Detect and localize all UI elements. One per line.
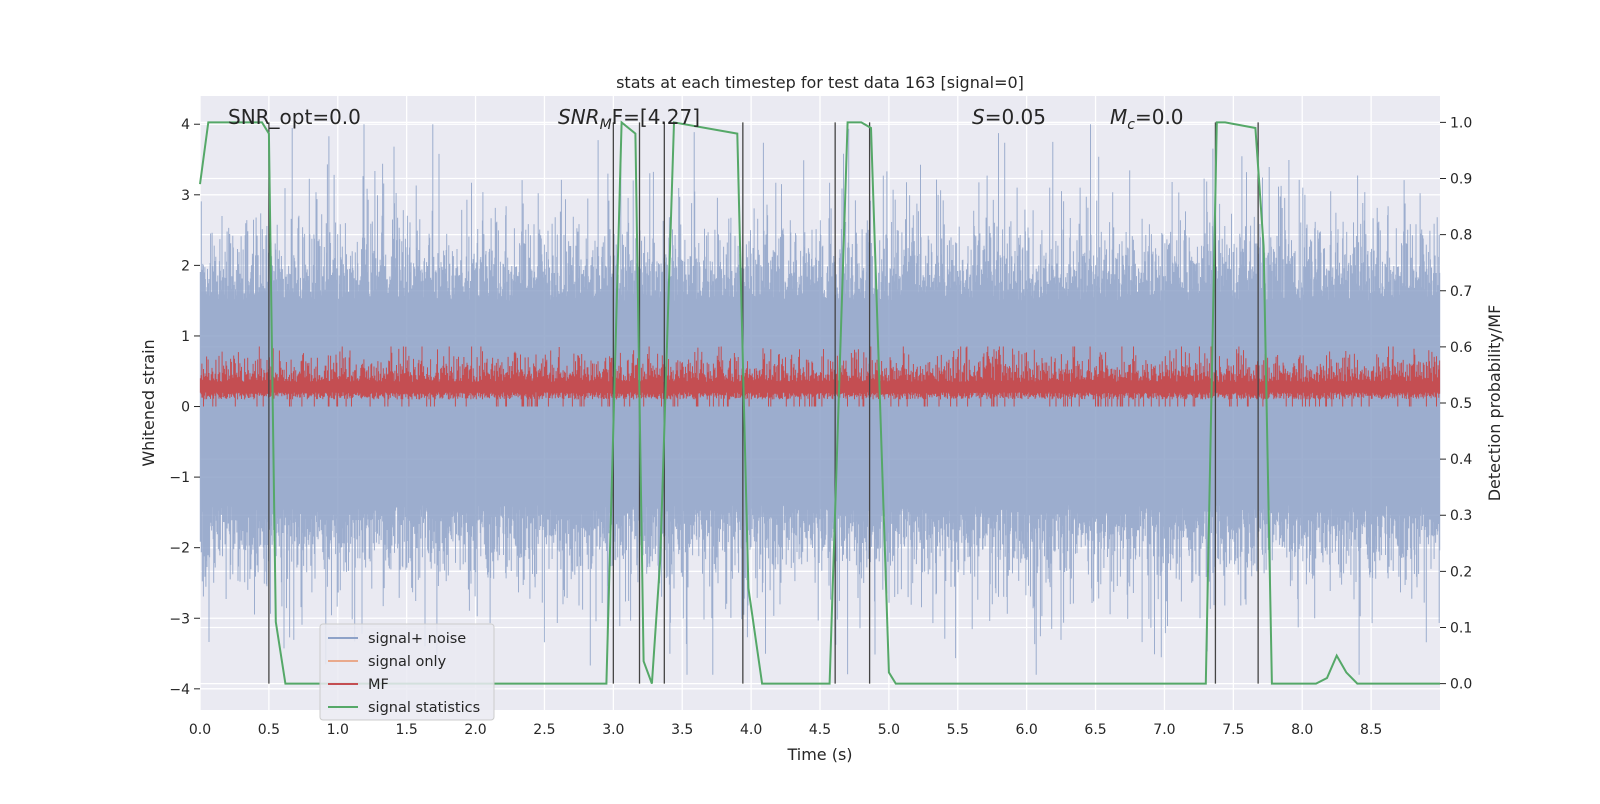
- legend-label-signal-statistics: signal statistics: [368, 700, 480, 716]
- x-tick-label-5: 2.5: [533, 722, 555, 738]
- y-tick-label-right-1: 0.9: [1450, 172, 1472, 188]
- legend-label-signal-only: signal only: [368, 654, 447, 670]
- y-tick-label-right-5: 0.5: [1450, 396, 1472, 412]
- y-tick-label-right-6: 0.4: [1450, 452, 1472, 468]
- x-tick-label-10: 5.0: [878, 722, 900, 738]
- y-tick-label-right-9: 0.1: [1450, 620, 1472, 636]
- y-tick-label-right-4: 0.6: [1450, 340, 1472, 356]
- x-tick-label-0: 0.0: [189, 722, 211, 738]
- x-tick-label-2: 1.0: [327, 722, 349, 738]
- y-tick-label-left-6: −2: [169, 541, 190, 557]
- y-tick-label-right-8: 0.2: [1450, 564, 1472, 580]
- y-axis-label-right: Detection probability/MF: [1485, 305, 1504, 502]
- x-tick-label-7: 3.5: [671, 722, 693, 738]
- legend-label-mf: MF: [368, 677, 389, 693]
- y-ticks-right: 1.0 0.9 0.8 0.7 0.6 0.5 0.4 0.3 0.2 0.1 0.0: [1440, 115, 1472, 693]
- x-tick-label-11: 5.5: [947, 722, 969, 738]
- x-ticks: 0.0 0.5 1.0 1.5 2.0 2.5 3.0 3.5 4.0 4.5 5.0 5.5 6.0 6…: [189, 722, 1382, 738]
- chart-title: stats at each timestep for test data 163…: [616, 73, 1024, 92]
- y-tick-label-right-3: 0.7: [1450, 284, 1472, 300]
- annotation-snr-opt: SNR_opt=0.0: [228, 105, 361, 129]
- legend-label-signal-noise: signal+ noise: [368, 631, 466, 647]
- x-axis-label: Time (s): [786, 745, 852, 764]
- x-tick-label-4: 2.0: [464, 722, 486, 738]
- x-tick-label-15: 7.5: [1222, 722, 1244, 738]
- y-tick-label-right-10: 0.0: [1450, 677, 1472, 693]
- y-tick-label-left-2: 2: [181, 258, 190, 274]
- signal-statistics-series: [199, 120, 1440, 685]
- annotation-mc: Mc=0.0: [1110, 105, 1184, 133]
- y-tick-label-left-4: 0: [181, 400, 190, 416]
- y-tick-label-right-2: 0.8: [1450, 228, 1472, 244]
- y-tick-label-left-0: 4: [181, 117, 190, 133]
- x-tick-label-9: 4.5: [809, 722, 831, 738]
- x-tick-label-17: 8.5: [1360, 722, 1382, 738]
- x-tick-label-13: 6.5: [1084, 722, 1106, 738]
- y-tick-label-right-0: 1.0: [1450, 115, 1472, 131]
- signal-statistics-line: [199, 120, 1440, 685]
- y-tick-label-left-7: −3: [169, 611, 190, 627]
- y-tick-label-left-1: 3: [181, 188, 190, 204]
- y-tick-label-left-3: 1: [181, 329, 190, 345]
- x-tick-label-3: 1.5: [396, 722, 418, 738]
- legend-box: [319, 623, 495, 721]
- y-tick-label-right-7: 0.3: [1450, 508, 1472, 524]
- y-axis-label-left: Whitened strain: [139, 339, 158, 466]
- x-tick-label-12: 6.0: [1016, 722, 1038, 738]
- x-tick-label-1: 0.5: [258, 722, 280, 738]
- y-tick-label-left-5: −1: [169, 470, 190, 486]
- x-tick-label-8: 4.0: [740, 722, 762, 738]
- x-tick-label-6: 3.0: [602, 722, 624, 738]
- y-tick-label-left-8: −4: [169, 682, 190, 698]
- legend: signal+ noise signal only MF signal stat…: [319, 623, 495, 721]
- annotation-s: S=0.05: [972, 105, 1046, 129]
- y-ticks-left: 4 3 2 1 0 −1 −2 −3 −4: [169, 117, 200, 698]
- x-tick-label-16: 8.0: [1291, 722, 1313, 738]
- x-tick-label-14: 7.0: [1153, 722, 1175, 738]
- annotation-snr-mf: SNRMF=[4.27]: [558, 105, 700, 133]
